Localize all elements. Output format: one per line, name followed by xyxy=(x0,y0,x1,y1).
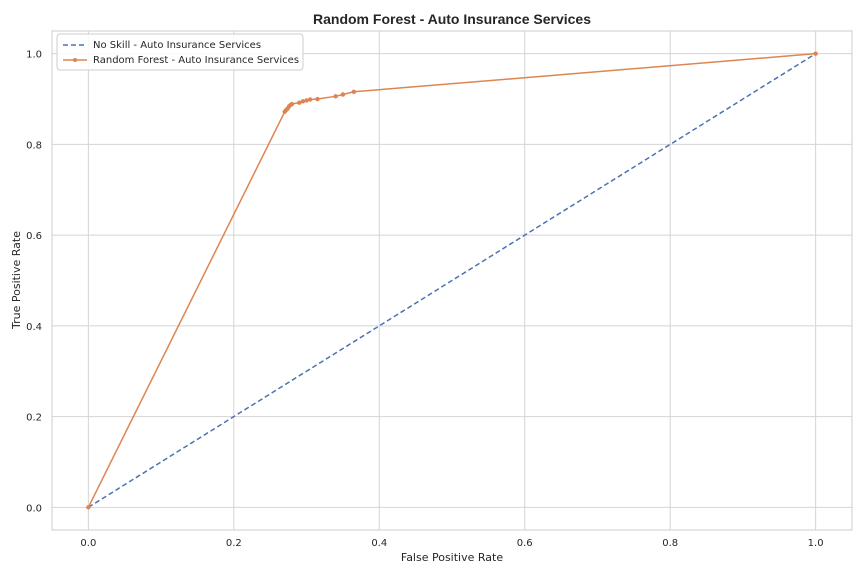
y-tick-label: 0.2 xyxy=(26,413,42,424)
data-point-random-forest xyxy=(289,101,295,107)
grid-lines xyxy=(52,31,852,530)
series-line-no-skill xyxy=(87,53,817,508)
legend: No Skill - Auto Insurance Services Rando… xyxy=(56,33,304,71)
data-point-random-forest xyxy=(315,96,320,102)
y-tick-label: 0.0 xyxy=(26,503,42,514)
data-point-random-forest xyxy=(340,92,346,97)
y-tick-label: 0.4 xyxy=(26,322,42,333)
y-axis-ticks: 0.0 0.2 0.4 0.6 0.8 1.0 xyxy=(26,50,42,515)
chart-title: Random Forest - Auto Insurance Services xyxy=(313,11,591,27)
data-point-random-forest xyxy=(351,89,357,94)
x-tick-label: 1.0 xyxy=(808,538,824,549)
y-axis-label: True Positive Rate xyxy=(10,231,23,330)
legend-label-no-skill: No Skill - Auto Insurance Services xyxy=(93,40,261,51)
y-tick-label: 0.8 xyxy=(26,140,42,151)
data-point-random-forest xyxy=(307,97,313,102)
data-point-random-forest xyxy=(813,51,818,56)
x-tick-label: 0.0 xyxy=(80,538,96,549)
x-tick-label: 0.4 xyxy=(371,538,387,549)
x-tick-label: 0.6 xyxy=(517,538,533,549)
legend-label-random-forest: Random Forest - Auto Insurance Services xyxy=(93,55,299,66)
data-point-random-forest xyxy=(304,98,309,103)
data-point-random-forest xyxy=(300,99,306,104)
y-tick-label: 1.0 xyxy=(26,50,42,61)
x-axis-label: False Positive Rate xyxy=(401,551,503,564)
series-layer xyxy=(86,51,818,510)
legend-box xyxy=(56,33,304,71)
x-tick-label: 0.8 xyxy=(662,538,678,549)
x-axis-ticks: 0.0 0.2 0.4 0.6 0.8 1.0 xyxy=(80,538,823,549)
data-point-random-forest xyxy=(333,94,338,99)
legend-marker-random-forest xyxy=(73,58,77,62)
y-tick-label: 0.6 xyxy=(26,231,42,242)
data-point-random-forest xyxy=(86,505,91,510)
x-tick-label: 0.2 xyxy=(226,538,242,549)
data-point-random-forest xyxy=(297,100,302,105)
